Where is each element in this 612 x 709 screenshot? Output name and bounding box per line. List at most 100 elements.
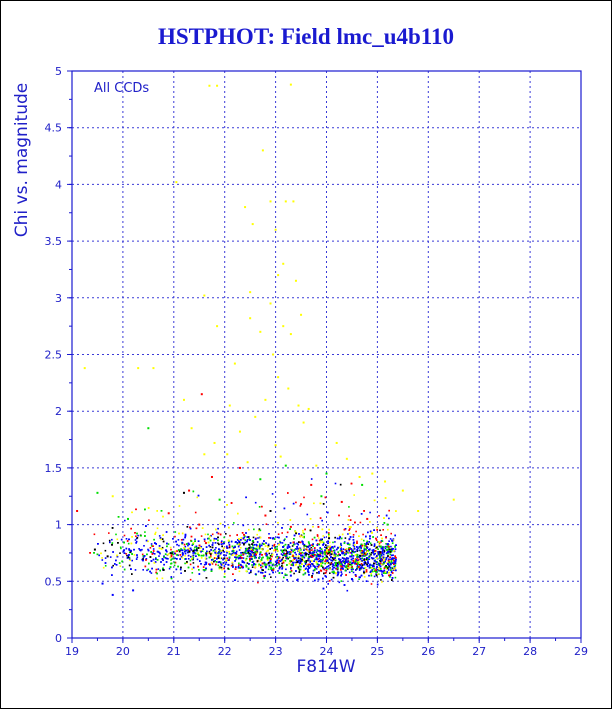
cloud-point [303, 552, 306, 555]
cloud-point [189, 526, 191, 529]
cloud-point [244, 539, 247, 541]
cloud-point [318, 543, 320, 546]
scatter-points [76, 83, 455, 596]
data-point [325, 472, 328, 475]
cloud-point [237, 557, 240, 560]
cloud-point [214, 542, 217, 544]
cloud-point [361, 560, 363, 562]
cloud-point [329, 554, 331, 556]
cloud-point [373, 560, 376, 562]
cloud-point [265, 542, 267, 544]
cloud-point [304, 545, 307, 547]
cloud-point [242, 524, 245, 527]
cloud-point [277, 561, 280, 564]
cloud-point [197, 540, 200, 542]
cloud-point [379, 560, 382, 563]
cloud-point [386, 543, 389, 546]
cloud-point [386, 562, 388, 564]
cloud-point [187, 547, 190, 550]
x-tick-label: 26 [421, 645, 435, 658]
data-point [216, 84, 219, 87]
cloud-point [305, 567, 308, 570]
cloud-point [258, 563, 260, 566]
cloud-point [220, 551, 223, 554]
cloud-point [111, 527, 114, 529]
cloud-point [372, 551, 374, 553]
cloud-point [199, 560, 201, 562]
cloud-point [334, 555, 337, 558]
cloud-point [358, 566, 360, 568]
cloud-point [277, 542, 279, 545]
cloud-point [372, 551, 374, 554]
cloud-point [125, 553, 127, 555]
cloud-point [364, 554, 367, 557]
cloud-point [142, 558, 144, 560]
cloud-point [333, 554, 336, 556]
cloud-point [341, 565, 343, 568]
cloud-point [356, 542, 358, 544]
x-tick-label: 27 [472, 645, 486, 658]
cloud-point [267, 543, 270, 546]
cloud-point [358, 561, 360, 564]
cloud-point [231, 545, 234, 548]
cloud-point [219, 533, 222, 536]
cloud-point [322, 541, 325, 544]
cloud-point [385, 565, 387, 567]
cloud-point [292, 564, 295, 567]
cloud-point [298, 559, 300, 562]
cloud-point [205, 563, 207, 565]
cloud-point [227, 559, 230, 561]
cloud-point [387, 528, 389, 531]
cloud-point [320, 539, 323, 542]
cloud-point [373, 529, 375, 531]
cloud-point [138, 548, 140, 550]
data-point [93, 548, 96, 551]
cloud-point [277, 556, 280, 558]
cloud-point [215, 538, 218, 540]
cloud-point [245, 570, 248, 572]
cloud-point [245, 552, 247, 555]
cloud-point [197, 565, 199, 568]
cloud-point [277, 522, 279, 524]
cloud-point [142, 569, 144, 571]
cloud-point [391, 566, 393, 569]
cloud-point [386, 551, 389, 554]
cloud-point [204, 569, 207, 571]
cloud-point [242, 553, 245, 556]
cloud-point [321, 562, 324, 564]
cloud-point [315, 558, 317, 561]
cloud-point [281, 568, 283, 570]
cloud-point [356, 564, 359, 566]
cloud-point [363, 558, 366, 560]
cloud-point [254, 538, 257, 540]
cloud-point [343, 584, 346, 586]
cloud-point [336, 563, 339, 566]
cloud-point [323, 572, 325, 575]
cloud-point [261, 548, 263, 550]
cloud-point [356, 540, 358, 543]
cloud-point [314, 558, 316, 561]
cloud-point [384, 545, 387, 548]
cloud-point [215, 553, 217, 556]
cloud-point [333, 566, 336, 569]
cloud-point [319, 550, 321, 553]
cloud-point [393, 568, 395, 571]
cloud-point [188, 543, 190, 546]
cloud-point [212, 549, 215, 552]
cloud-point [387, 558, 390, 561]
cloud-point [340, 561, 342, 563]
cloud-point [134, 539, 137, 541]
cloud-point [281, 567, 284, 569]
cloud-point [104, 549, 107, 552]
cloud-point [231, 553, 234, 555]
cloud-point [370, 557, 373, 559]
cloud-point [135, 535, 137, 537]
cloud-point [201, 527, 204, 529]
cloud-point [345, 567, 348, 570]
cloud-point [375, 561, 377, 563]
y-tick-label: 2 [55, 405, 62, 418]
data-point [386, 523, 389, 526]
cloud-point [320, 562, 322, 565]
cloud-point [225, 561, 228, 564]
cloud-point [311, 538, 314, 541]
